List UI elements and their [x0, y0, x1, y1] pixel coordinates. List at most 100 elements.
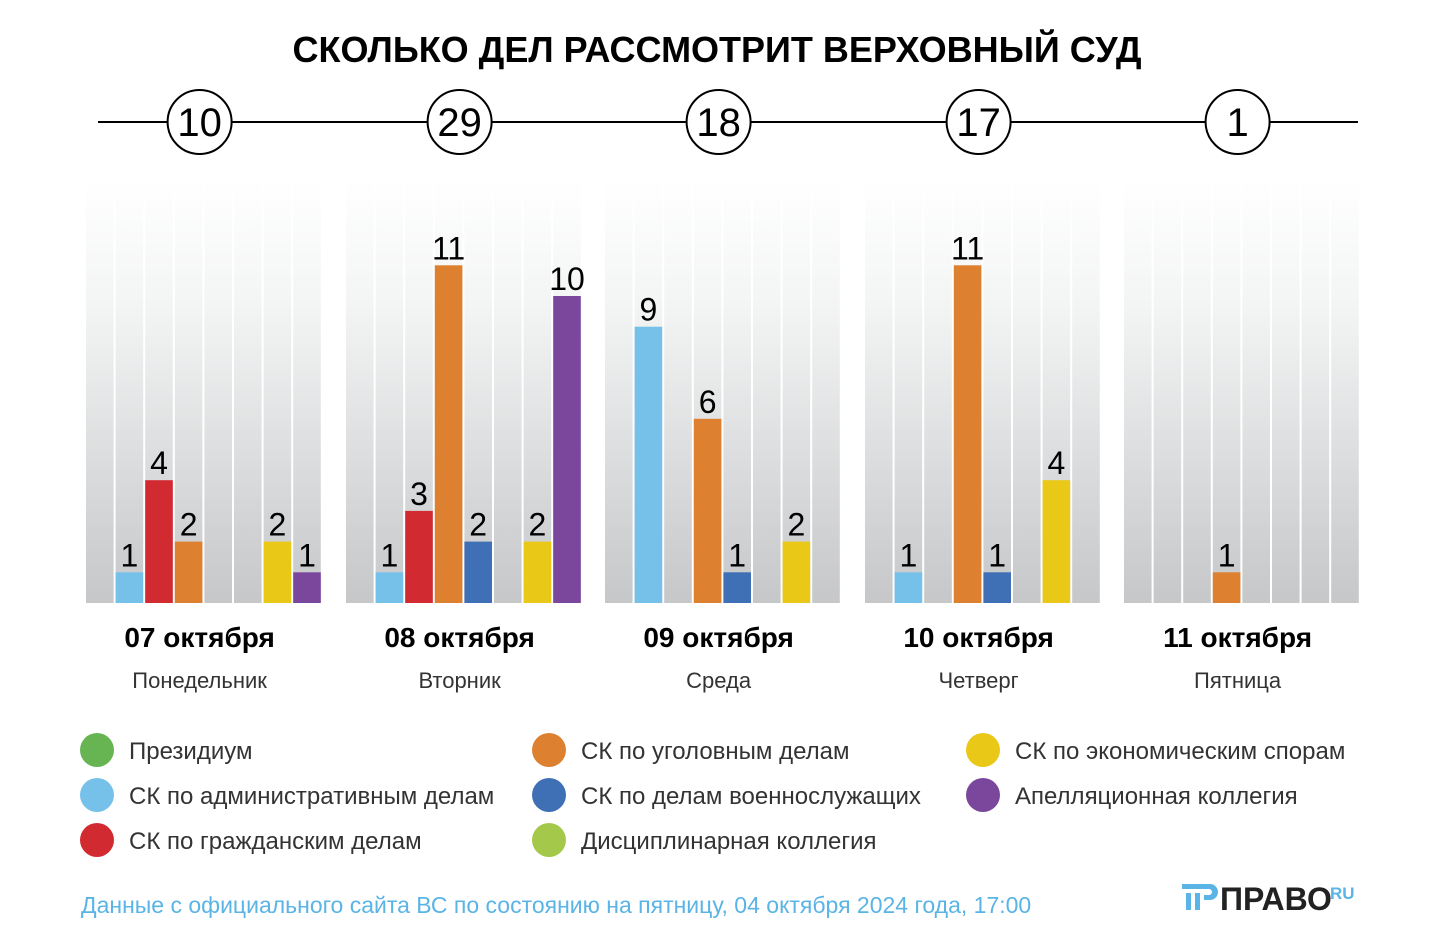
bar [263, 541, 292, 603]
background-stripe [346, 180, 374, 603]
background-stripe [464, 180, 492, 603]
legend-item: СК по гражданским делам [80, 823, 422, 857]
legend-label: Президиум [129, 738, 252, 765]
bar [174, 541, 203, 603]
legend-label: СК по административным делам [129, 783, 494, 810]
background-stripe [204, 180, 232, 603]
background-stripe [812, 180, 840, 603]
background-stripe [983, 180, 1011, 603]
background-stripe [293, 180, 321, 603]
background-stripe [375, 180, 404, 603]
date-label: 08 октября [384, 622, 534, 653]
bar [894, 572, 923, 603]
weekday-label: Среда [686, 668, 752, 693]
legend-item: СК по уголовным делам [532, 733, 850, 767]
bar [145, 480, 173, 603]
background-stripe [924, 180, 952, 603]
day-group: 13 11 2 2 10 29 08 октября Вторник [346, 89, 585, 693]
legend-swatch [80, 778, 114, 812]
weekday-label: Пятница [1194, 668, 1282, 693]
data-label: 2 [788, 507, 806, 543]
background-stripe [605, 180, 633, 603]
bar [782, 541, 811, 603]
data-label: 11 [951, 230, 984, 266]
legend-label: СК по гражданским делам [129, 828, 422, 855]
total-label: 10 [177, 101, 222, 145]
background-stripe [723, 180, 751, 603]
total-circle [1204, 89, 1271, 155]
date-label: 11 октября [1163, 622, 1312, 653]
legend-swatch [532, 733, 566, 767]
background-stripe [1153, 180, 1182, 603]
data-label: 1 [728, 537, 746, 573]
background-stripe [1183, 180, 1211, 603]
legend-item: СК по делам военнослужащих [532, 778, 921, 812]
data-label: 1 [1218, 537, 1236, 573]
bar [405, 510, 433, 603]
weekday-label: Четверг [939, 668, 1019, 693]
chart-title: СКОЛЬКО ДЕЛ РАССМОТРИТ ВЕРХОВНЫЙ СУД [292, 28, 1141, 70]
data-label: 10 [549, 261, 585, 297]
background-stripe [1331, 180, 1359, 603]
bar [293, 572, 321, 603]
logo-icon [1182, 884, 1218, 910]
bar [983, 572, 1011, 603]
legend-label: Дисциплинарная коллегия [581, 828, 877, 855]
date-label: 10 октября [903, 622, 1053, 653]
data-label: 1 [121, 537, 139, 573]
total-circle [166, 89, 233, 155]
background-stripe [494, 180, 522, 603]
background-stripe [1301, 180, 1330, 603]
background-stripe [664, 180, 692, 603]
legend-swatch [532, 823, 566, 857]
background-stripe [1013, 180, 1041, 603]
background-stripe [1124, 180, 1152, 603]
total-label: 1 [1226, 101, 1248, 145]
data-label: 1 [988, 537, 1006, 573]
background-stripe [263, 180, 292, 603]
legend-item: СК по административным делам [80, 778, 494, 812]
data-label: 1 [298, 537, 316, 573]
legend-swatch [532, 778, 566, 812]
bar [634, 326, 663, 603]
logo-text: ПРАВО [1220, 881, 1332, 917]
bar [464, 541, 492, 603]
weekday-label: Понедельник [132, 668, 267, 693]
legend-label: СК по экономическим спорам [1015, 738, 1345, 765]
total-label: 29 [437, 101, 482, 145]
bar [553, 296, 581, 603]
data-label: 1 [900, 537, 918, 573]
bar [115, 572, 144, 603]
legend-item: Апелляционная коллегия [966, 778, 1298, 812]
total-label: 17 [956, 101, 1001, 145]
data-label: 3 [410, 476, 428, 512]
background-stripe [1072, 180, 1100, 603]
background-stripe [782, 180, 811, 603]
date-label: 07 октября [124, 622, 274, 653]
bar [1212, 572, 1241, 603]
data-label: 2 [269, 507, 287, 543]
legend-label: СК по делам военнослужащих [581, 783, 921, 810]
legend-item: Дисциплинарная коллегия [532, 823, 877, 857]
legend-item: СК по экономическим спорам [966, 733, 1345, 767]
logo: ПРАВО RU [1182, 881, 1355, 917]
data-label: 2 [180, 507, 198, 543]
background-stripe [86, 180, 114, 603]
date-label: 09 октября [643, 622, 793, 653]
footnote: Данные с официального сайта ВС по состоя… [81, 892, 1031, 918]
total-circle [685, 89, 752, 155]
total-circle [426, 89, 493, 155]
total-circle [945, 89, 1012, 155]
bar [723, 572, 751, 603]
legend-swatch [966, 778, 1000, 812]
total-label: 18 [696, 101, 741, 145]
legend-swatch [966, 733, 1000, 767]
logo-suffix: RU [1330, 884, 1355, 903]
background-stripe [523, 180, 552, 603]
background-stripe [753, 180, 781, 603]
data-label: 1 [381, 537, 399, 573]
bar [434, 265, 463, 603]
